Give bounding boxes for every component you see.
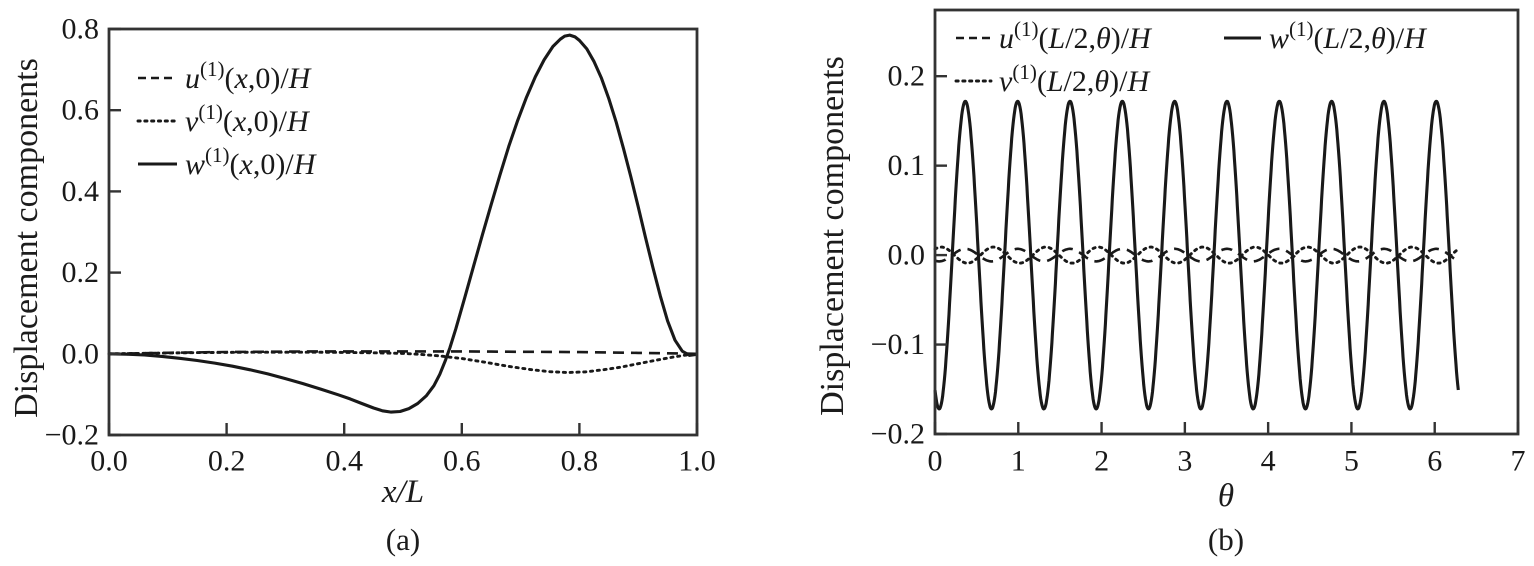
series-curve-w-b	[933, 99, 1460, 411]
x-tick-label: 0.8	[561, 445, 599, 478]
x-tick-label: 1.0	[678, 445, 716, 478]
x-tick-label: 5	[1344, 445, 1359, 478]
x-tick-label: 1	[1011, 445, 1026, 478]
x-tick-label: 4	[1261, 445, 1276, 478]
x-tick-label: 7	[1511, 445, 1526, 478]
subfigure-caption-b: (b)	[1207, 522, 1245, 557]
x-tick-label: 0	[928, 445, 943, 478]
panel-b: 0 1 2 3 4 5 6 7 −0.2 −0.1 0.0 0.1 0.2 u(1)(L/2,θ)/H v(…	[871, 8, 1526, 478]
x-tick-label: 0.4	[325, 445, 363, 478]
y-axis-label-a: Displacement components	[8, 58, 45, 418]
legend-label-u-b: u(1)(L/2,θ)/H	[999, 17, 1153, 55]
legend-label-w-b: w(1)(L/2,θ)/H	[1269, 17, 1428, 55]
y-tick-label: 0.6	[62, 94, 100, 127]
series-curve-v-a	[107, 350, 699, 374]
plot-border-a	[107, 27, 699, 437]
legend-label-u-a: u(1)(x,0)/H	[185, 57, 313, 95]
x-tick-label: 0.0	[90, 445, 128, 478]
y-axis-label-b: Displacement components	[814, 56, 851, 416]
legend-label-w-a: w(1)(x,0)/H	[185, 143, 318, 181]
legend-label-v-b: v(1)(L/2,θ)/H	[999, 60, 1151, 98]
x-axis-label-b: θ	[1217, 478, 1235, 514]
series-curve-w-a	[108, 33, 698, 414]
x-tick-label: 0.6	[443, 445, 481, 478]
plot-border-b	[933, 8, 1520, 436]
y-tick-label: 0.8	[62, 13, 100, 46]
y-tick-label: −0.2	[45, 419, 99, 452]
x-axis-label-a: x/L	[381, 474, 425, 510]
legend-label-v-a: v(1)(x,0)/H	[185, 100, 311, 138]
subfigure-caption-a: (a)	[385, 522, 421, 557]
y-tick-label: −0.1	[871, 328, 925, 361]
y-tick-label: 0.0	[888, 239, 926, 272]
y-tick-label: 0.1	[888, 149, 926, 182]
panel-a: 0.0 0.2 0.4 0.6 0.8 1.0−0.20.00.20.40.60.8u(1…	[45, 13, 716, 478]
x-tick-label: 0.2	[208, 445, 246, 478]
y-tick-label: 0.0	[62, 337, 100, 370]
y-tick-label: 0.2	[888, 60, 926, 93]
x-tick-label: 3	[1177, 445, 1192, 478]
y-tick-label: −0.2	[871, 418, 925, 451]
x-tick-label: 6	[1427, 445, 1442, 478]
y-tick-label: 0.4	[62, 175, 100, 208]
x-tick-label: 2	[1094, 445, 1109, 478]
y-tick-label: 0.2	[62, 256, 100, 289]
